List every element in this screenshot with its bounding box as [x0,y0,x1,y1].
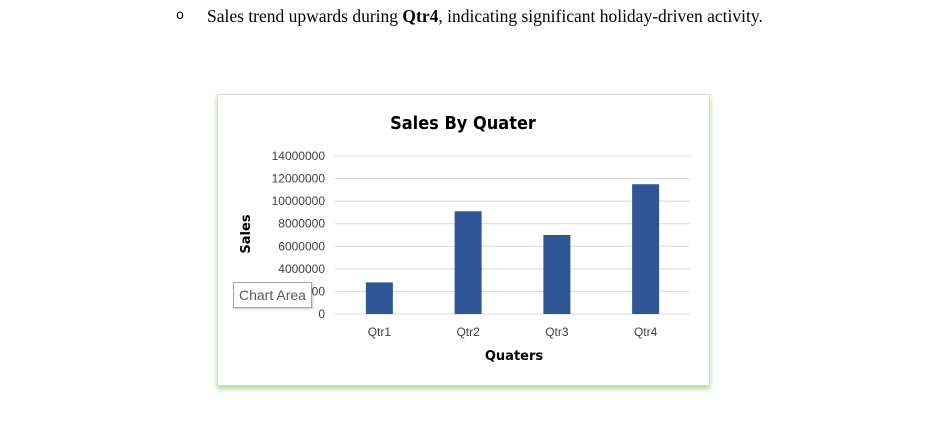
bar-qtr2[interactable] [454,211,482,314]
chart-title: Sales By Quater [390,113,536,134]
x-tick-label: Qtr3 [545,325,569,339]
x-axis-ticks: Qtr1 Qtr2 Qtr3 Qtr4 [368,325,658,339]
y-tick-label: 4000000 [278,262,325,276]
y-tick-label: 14000000 [272,149,326,163]
y-tick-label: 12000000 [272,172,326,186]
bullet-text-before: Sales trend upwards during [207,6,403,26]
bars [365,184,660,314]
bullet-text-after: , indicating significant holiday-driven … [438,6,763,26]
gridlines [335,155,690,315]
chart-area-tooltip: Chart Area [233,282,312,308]
y-tick-label: 8000000 [278,217,325,231]
bar-qtr3[interactable] [543,235,571,314]
y-tick-label: 10000000 [272,194,326,208]
x-tick-label: Qtr1 [368,325,392,339]
bar-qtr1[interactable] [365,282,393,314]
x-tick-label: Qtr2 [456,325,480,339]
y-tick-label: 6000000 [278,239,325,253]
bullet-marker: o [176,8,184,23]
bullet-text: Sales trend upwards during Qtr4, indicat… [207,4,763,28]
x-tick-label: Qtr4 [634,325,658,339]
x-axis-title: Quaters [485,349,544,364]
y-tick-label: 0 [318,307,325,321]
y-axis-title: Sales [239,214,254,253]
bullet-text-bold: Qtr4 [402,6,439,26]
bar-qtr4[interactable] [632,184,660,314]
